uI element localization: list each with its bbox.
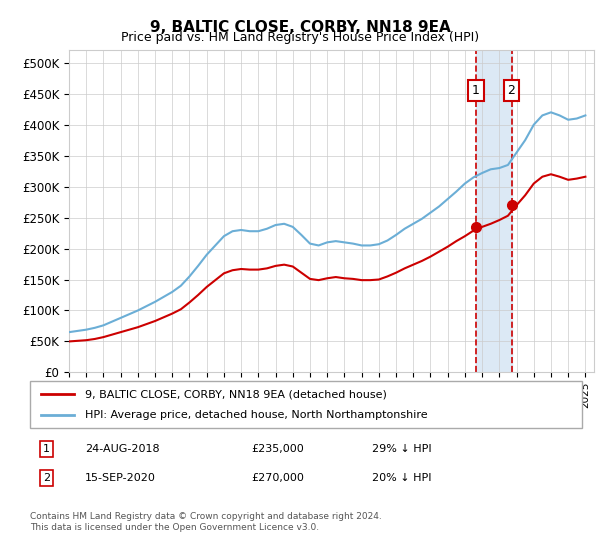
Text: 15-SEP-2020: 15-SEP-2020 — [85, 473, 156, 483]
Bar — [476, 50, 512, 372]
Text: 2: 2 — [43, 473, 50, 483]
Text: HPI: Average price, detached house, North Northamptonshire: HPI: Average price, detached house, Nort… — [85, 410, 428, 420]
Text: 9, BALTIC CLOSE, CORBY, NN18 9EA (detached house): 9, BALTIC CLOSE, CORBY, NN18 9EA (detach… — [85, 389, 387, 399]
Text: 24-AUG-2018: 24-AUG-2018 — [85, 444, 160, 454]
Text: Contains HM Land Registry data © Crown copyright and database right 2024.
This d: Contains HM Land Registry data © Crown c… — [30, 512, 382, 532]
Text: 1: 1 — [43, 444, 50, 454]
Text: 1: 1 — [472, 84, 480, 97]
Text: Price paid vs. HM Land Registry's House Price Index (HPI): Price paid vs. HM Land Registry's House … — [121, 31, 479, 44]
Text: 20% ↓ HPI: 20% ↓ HPI — [372, 473, 432, 483]
Text: 9, BALTIC CLOSE, CORBY, NN18 9EA: 9, BALTIC CLOSE, CORBY, NN18 9EA — [149, 20, 451, 35]
Text: 2: 2 — [508, 84, 515, 97]
FancyBboxPatch shape — [30, 381, 582, 428]
Text: £270,000: £270,000 — [251, 473, 304, 483]
Text: £235,000: £235,000 — [251, 444, 304, 454]
Text: 29% ↓ HPI: 29% ↓ HPI — [372, 444, 432, 454]
